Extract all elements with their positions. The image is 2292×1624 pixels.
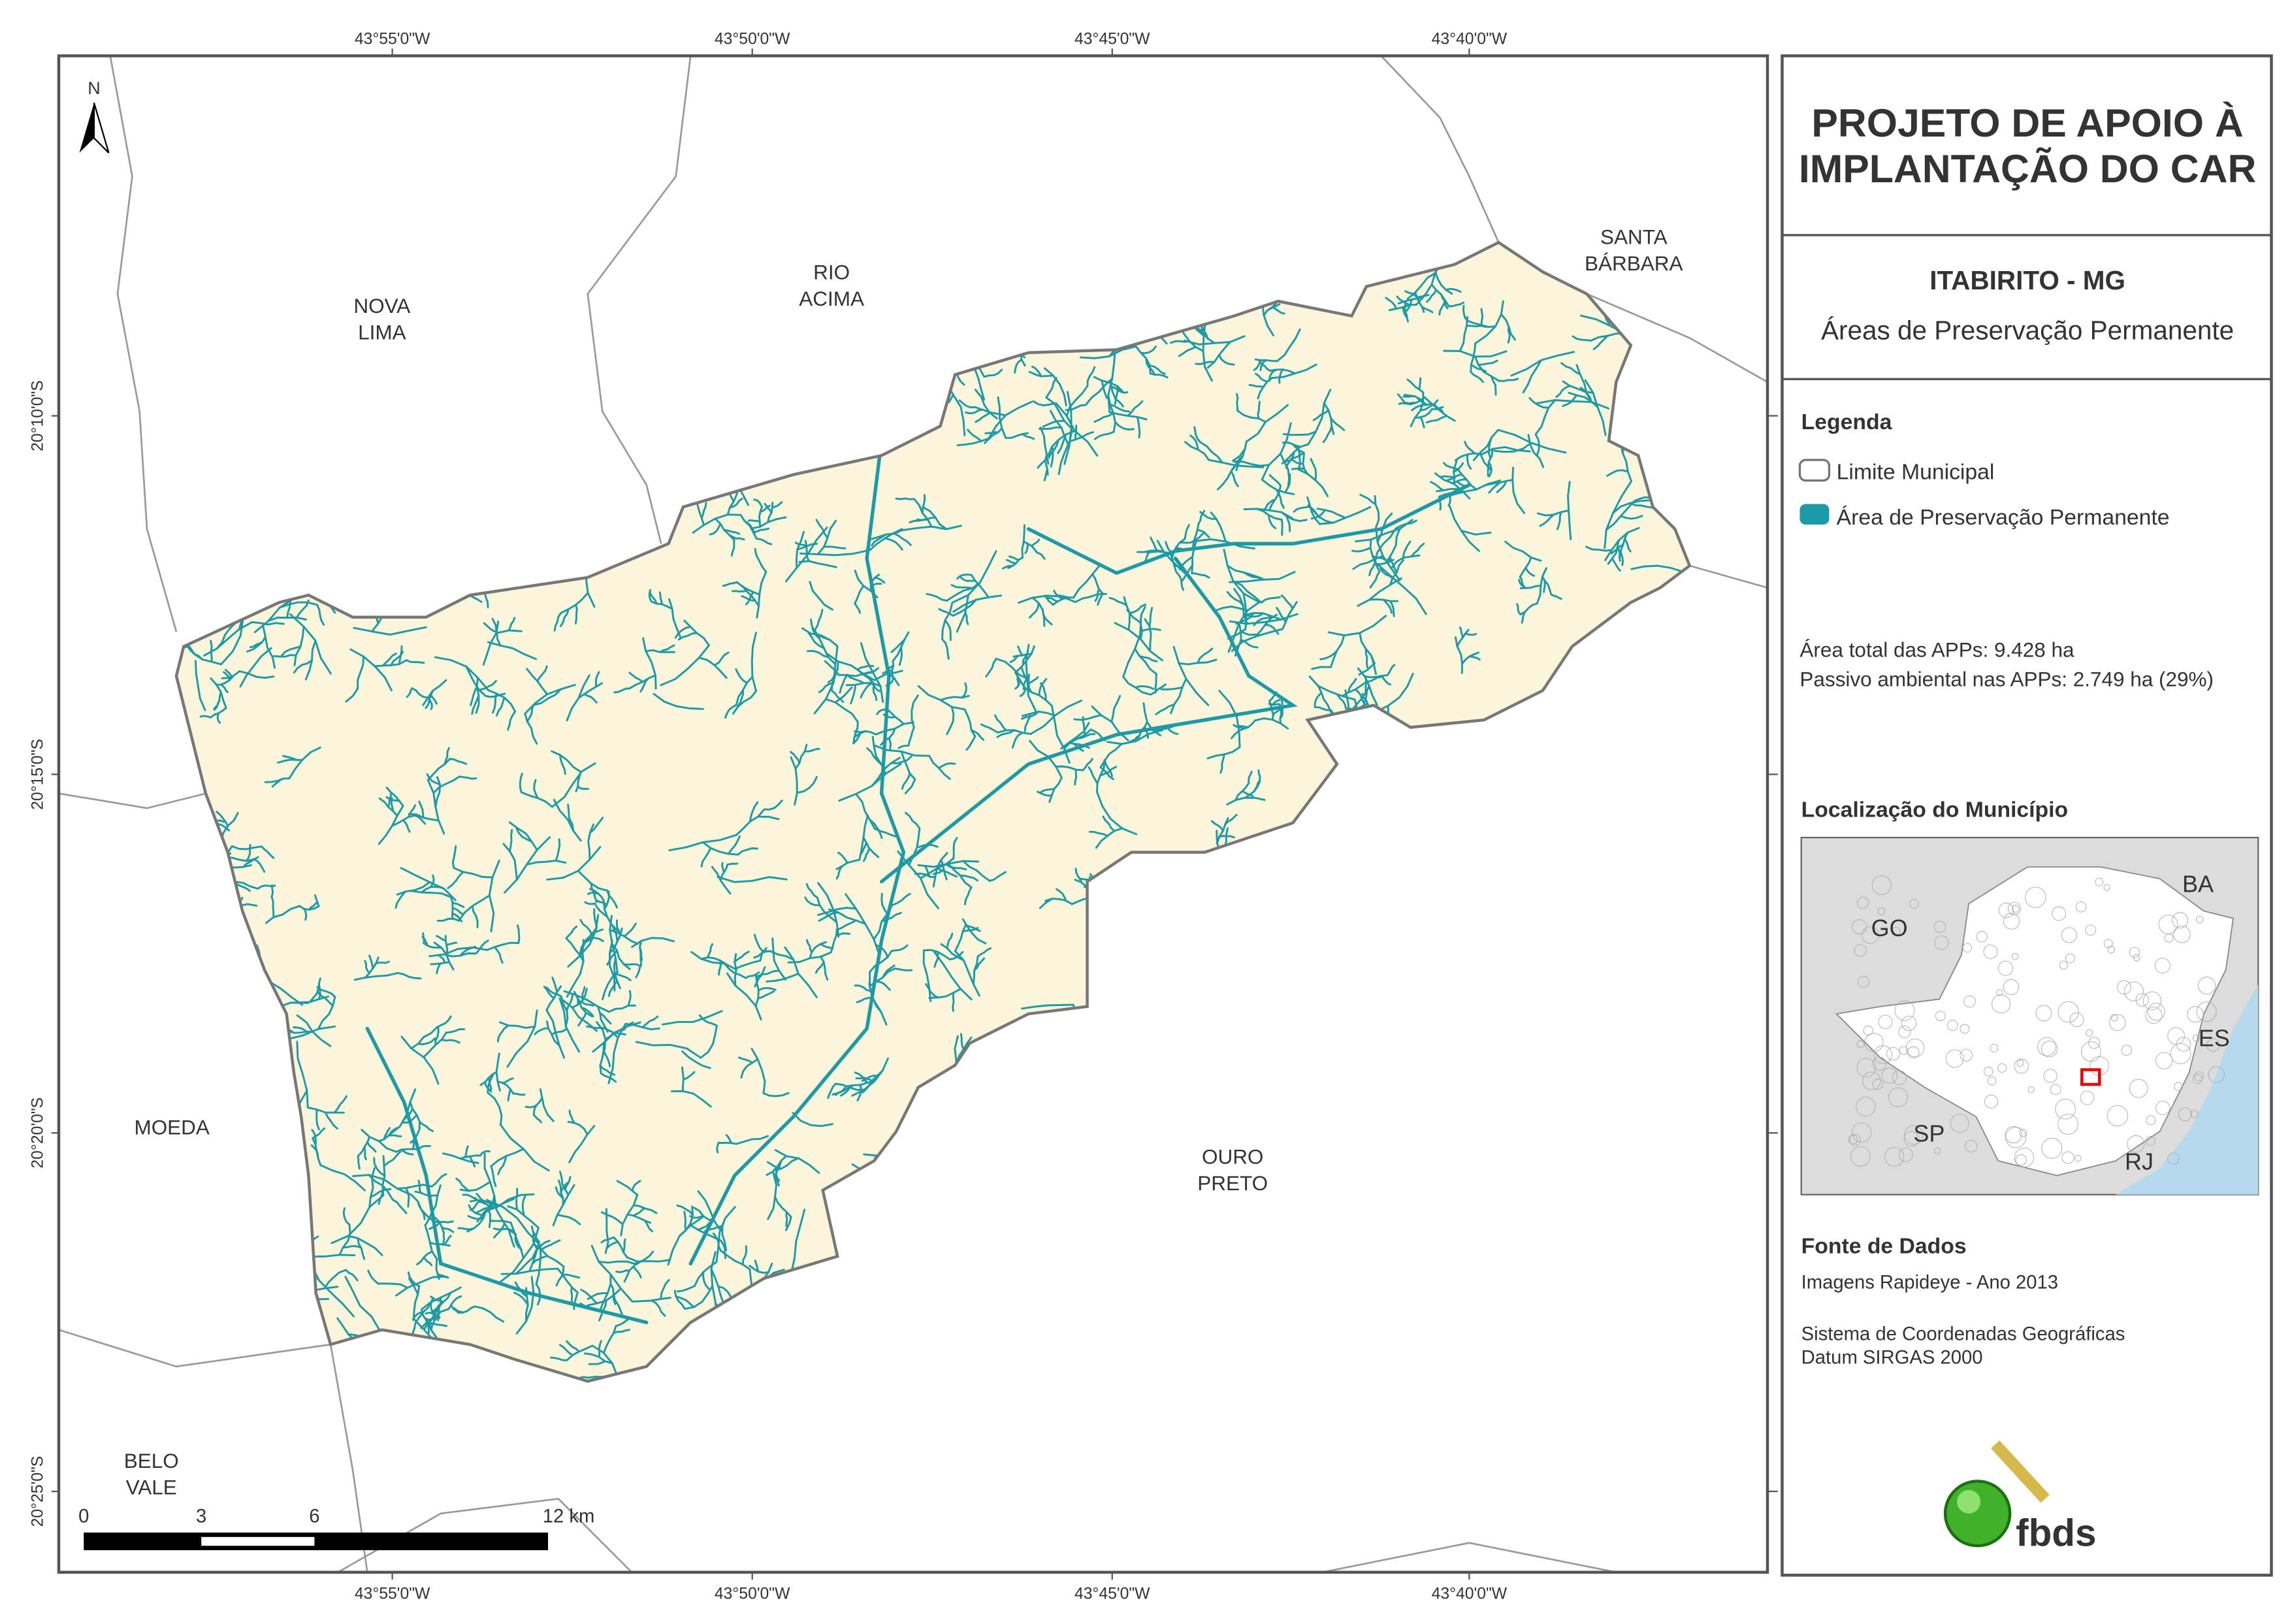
- panel-theme: Áreas de Preservação Permanente: [1821, 316, 2234, 346]
- river: [1467, 325, 1486, 327]
- place-name: BELO: [124, 1449, 179, 1472]
- river: [376, 962, 389, 963]
- legend-item: Limite Municipal: [1837, 459, 1995, 484]
- river: [732, 591, 747, 592]
- logo-ball: [1945, 1481, 2010, 1546]
- place-name: MOEDA: [134, 1115, 209, 1139]
- source-line: Imagens Rapideye - Ano 2013: [1801, 1273, 2058, 1293]
- place-name: OURO: [1202, 1145, 1263, 1168]
- place-name: PRETO: [1197, 1171, 1268, 1195]
- north-letter: N: [88, 78, 101, 98]
- sources-title: Fonte de Dados: [1801, 1234, 1967, 1259]
- legend-item: Área de Preservação Permanente: [1837, 505, 2170, 530]
- river: [319, 979, 320, 999]
- x-coordinate-label: 43°55'0"W: [355, 1585, 430, 1602]
- place-name: RIO: [813, 260, 850, 284]
- river: [896, 498, 914, 499]
- stat-line: Passivo ambiental nas APPs: 2.749 ha (29…: [1800, 667, 2214, 690]
- x-coordinate-label: 43°55'0"W: [355, 30, 430, 48]
- state-label: SP: [1913, 1120, 1945, 1147]
- y-coordinate-label: 20°10'0"S: [29, 380, 46, 451]
- river: [685, 1212, 686, 1230]
- scale-bar: [84, 1533, 548, 1550]
- river: [389, 1135, 401, 1137]
- x-coordinate-label: 43°50'0"W: [715, 1585, 790, 1602]
- state-label: ES: [2199, 1025, 2230, 1052]
- y-coordinate-label: 20°20'0"S: [29, 1097, 46, 1169]
- legend-swatch-app: [1800, 504, 1829, 525]
- source-line: Datum SIRGAS 2000: [1801, 1347, 1983, 1368]
- legend-swatch-boundary: [1800, 460, 1829, 480]
- state-label: RJ: [2125, 1148, 2154, 1175]
- source-line: Sistema de Coordenadas Geográficas: [1801, 1324, 2125, 1344]
- river: [786, 1212, 787, 1226]
- scale-label: 12 km: [543, 1506, 595, 1527]
- place-name: SANTA: [1600, 225, 1668, 248]
- y-coordinate-label: 20°25'0"S: [29, 1456, 46, 1527]
- x-coordinate-label: 43°45'0"W: [1074, 1585, 1150, 1602]
- river: [953, 993, 954, 1011]
- place-name: NOVA: [353, 294, 410, 317]
- y-coordinate-label: 20°15'0"S: [29, 739, 46, 810]
- place-name: LIMA: [358, 321, 406, 344]
- river: [434, 1222, 453, 1223]
- river: [272, 885, 273, 896]
- panel-title: IMPLANTAÇÃO DO CAR: [1799, 146, 2256, 191]
- logo-text: fbds: [2016, 1512, 2096, 1554]
- river: [640, 941, 641, 965]
- state-label: GO: [1871, 915, 1908, 941]
- river: [423, 934, 425, 943]
- scale-label: 6: [309, 1506, 319, 1527]
- place-name: BÁRBARA: [1585, 252, 1683, 275]
- x-coordinate-label: 43°45'0"W: [1074, 30, 1150, 48]
- location-title: Localização do Município: [1801, 798, 2068, 822]
- panel-subtitle: ITABIRITO - MG: [1929, 265, 2125, 295]
- logo-highlight: [1957, 1490, 1980, 1514]
- panel-title: PROJETO DE APOIO À: [1811, 101, 2243, 145]
- stat-line: Área total das APPs: 9.428 ha: [1800, 638, 2074, 661]
- river: [1544, 581, 1545, 592]
- state-label: BA: [2182, 870, 2214, 897]
- x-coordinate-label: 43°40'0"W: [1432, 1585, 1508, 1602]
- river: [1237, 394, 1238, 410]
- place-name: VALE: [126, 1476, 177, 1499]
- x-coordinate-label: 43°40'0"W: [1432, 30, 1508, 48]
- scale-label: 0: [78, 1506, 89, 1527]
- river: [575, 605, 577, 624]
- place-name: ACIMA: [799, 287, 864, 310]
- x-coordinate-label: 43°50'0"W: [715, 30, 790, 48]
- legend-title: Legenda: [1801, 410, 1892, 434]
- scale-bar-segment: [201, 1537, 314, 1546]
- scale-label: 3: [196, 1506, 206, 1527]
